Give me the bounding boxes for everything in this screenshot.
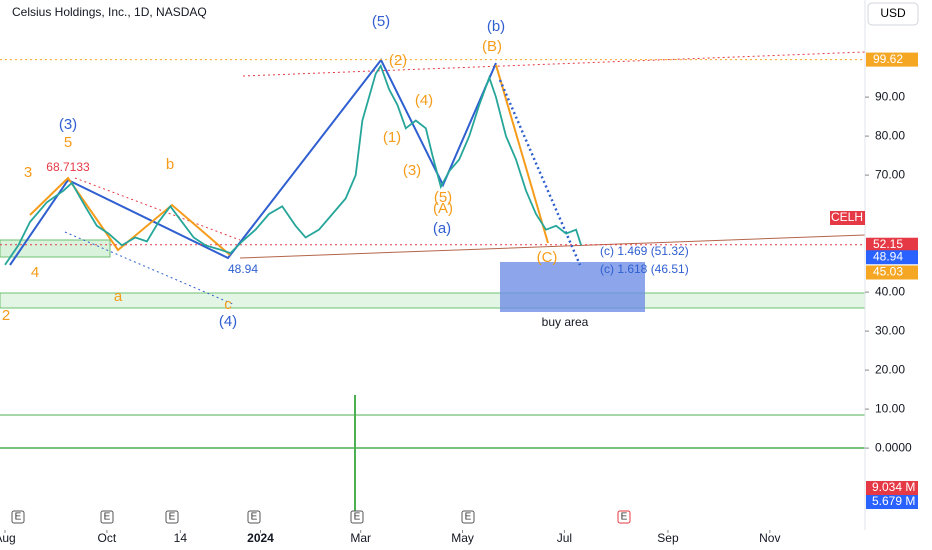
wave-label: (5) [372,13,390,30]
y-tick-label: 80.00 [875,128,905,142]
buy-area-box [500,262,645,312]
x-tick-label: Sep [657,531,679,545]
price-note: 48.94 [228,262,258,276]
earnings-box [100,510,114,524]
x-tick-label: May [451,531,474,545]
x-tick-label: 2024 [247,531,274,545]
wave-label: (3) [59,116,77,133]
x-tick-label: Aug [0,531,16,545]
wave-label: (A) [433,200,453,217]
y-tick-label: 70.00 [875,167,905,181]
projection-line [498,79,582,266]
earnings-box [165,510,179,524]
wave-label: (1) [383,129,401,146]
earnings-box [350,510,364,524]
price-note: 68.7133 [46,160,90,174]
trend-line [242,51,866,77]
y-tick-label: 10.00 [875,401,905,415]
x-tick-label: 14 [174,531,188,545]
wave-label: 2 [2,307,10,324]
support-zone [0,239,111,258]
currency[interactable]: USD [880,6,906,20]
wave-label: (B) [482,38,502,55]
wave-label: b [166,156,174,173]
price-badge [866,265,918,280]
price-line [4,63,582,266]
wave-label: 5 [64,134,72,151]
fib-label: (c) 1.618 (46.51) [600,262,689,276]
volume-badge [866,481,918,495]
wave-label: (4) [415,92,433,109]
x-tick-label: Jul [557,531,572,545]
wave-label: c [224,296,232,313]
price-badge-label: 52.15 [873,237,903,251]
wave-label: 4 [31,264,39,281]
chart-title: Celsius Holdings, Inc., 1D, NASDAQ [12,5,207,19]
fib-label: (c) 1.469 (51.32) [600,244,689,258]
volume-badge [866,495,918,509]
volume-label: 5.679 M [872,494,915,508]
wave-label: (C) [537,249,558,266]
trend-line [64,231,236,306]
earnings-marker: E [251,512,258,523]
price-badge-label: 99.62 [873,52,903,66]
earnings-box [617,510,631,524]
trend-line [74,177,241,241]
wave-label: (5) [434,189,452,206]
price-badge [866,250,918,265]
earnings-markers: E E E E E E E [11,510,631,524]
wave-label: a [114,288,123,305]
earnings-marker: E [104,512,111,523]
buy-area-label: buy area [542,315,589,329]
wave-label: (2) [389,52,407,69]
wave-line [29,176,231,256]
earnings-box [247,510,261,524]
wave-label: (a) [433,220,451,237]
support-zone [0,292,866,309]
wave-label: (3) [403,162,421,179]
x-tick-label: Mar [350,531,371,545]
wave-label: (4) [219,313,237,330]
countdown: 02:29:34 [874,223,921,237]
trend-line [239,234,866,259]
price-badge [866,237,918,252]
wave-label: (b) [487,18,505,35]
earnings-marker: E [15,512,22,523]
price-badge-label: 45.03 [873,265,903,279]
earnings-marker: E [354,512,361,523]
price-badge [866,52,918,67]
symbol: CELH [831,210,863,224]
earnings-box [461,510,475,524]
price-badge-label: 48.94 [873,249,903,263]
earnings-marker: E [465,512,472,523]
y-tick-label: 20.00 [875,362,905,376]
plot [0,59,865,266]
currency-button[interactable] [867,2,919,26]
earnings-box [11,510,25,524]
symbol-badge [830,211,865,225]
y-tick-label: 0.0000 [875,440,912,454]
x-tick-label: Nov [759,531,780,545]
earnings-marker: E [621,512,628,523]
x-tick-label: Oct [98,531,117,545]
y-tick-label: 30.00 [875,323,905,337]
wave-line [495,64,549,244]
volume-label: 9.034 M [872,480,915,494]
wave-label: 3 [24,164,32,181]
earnings-marker: E [169,512,176,523]
y-tick-label: 40.00 [875,284,905,298]
y-tick-label: 90.00 [875,89,905,103]
